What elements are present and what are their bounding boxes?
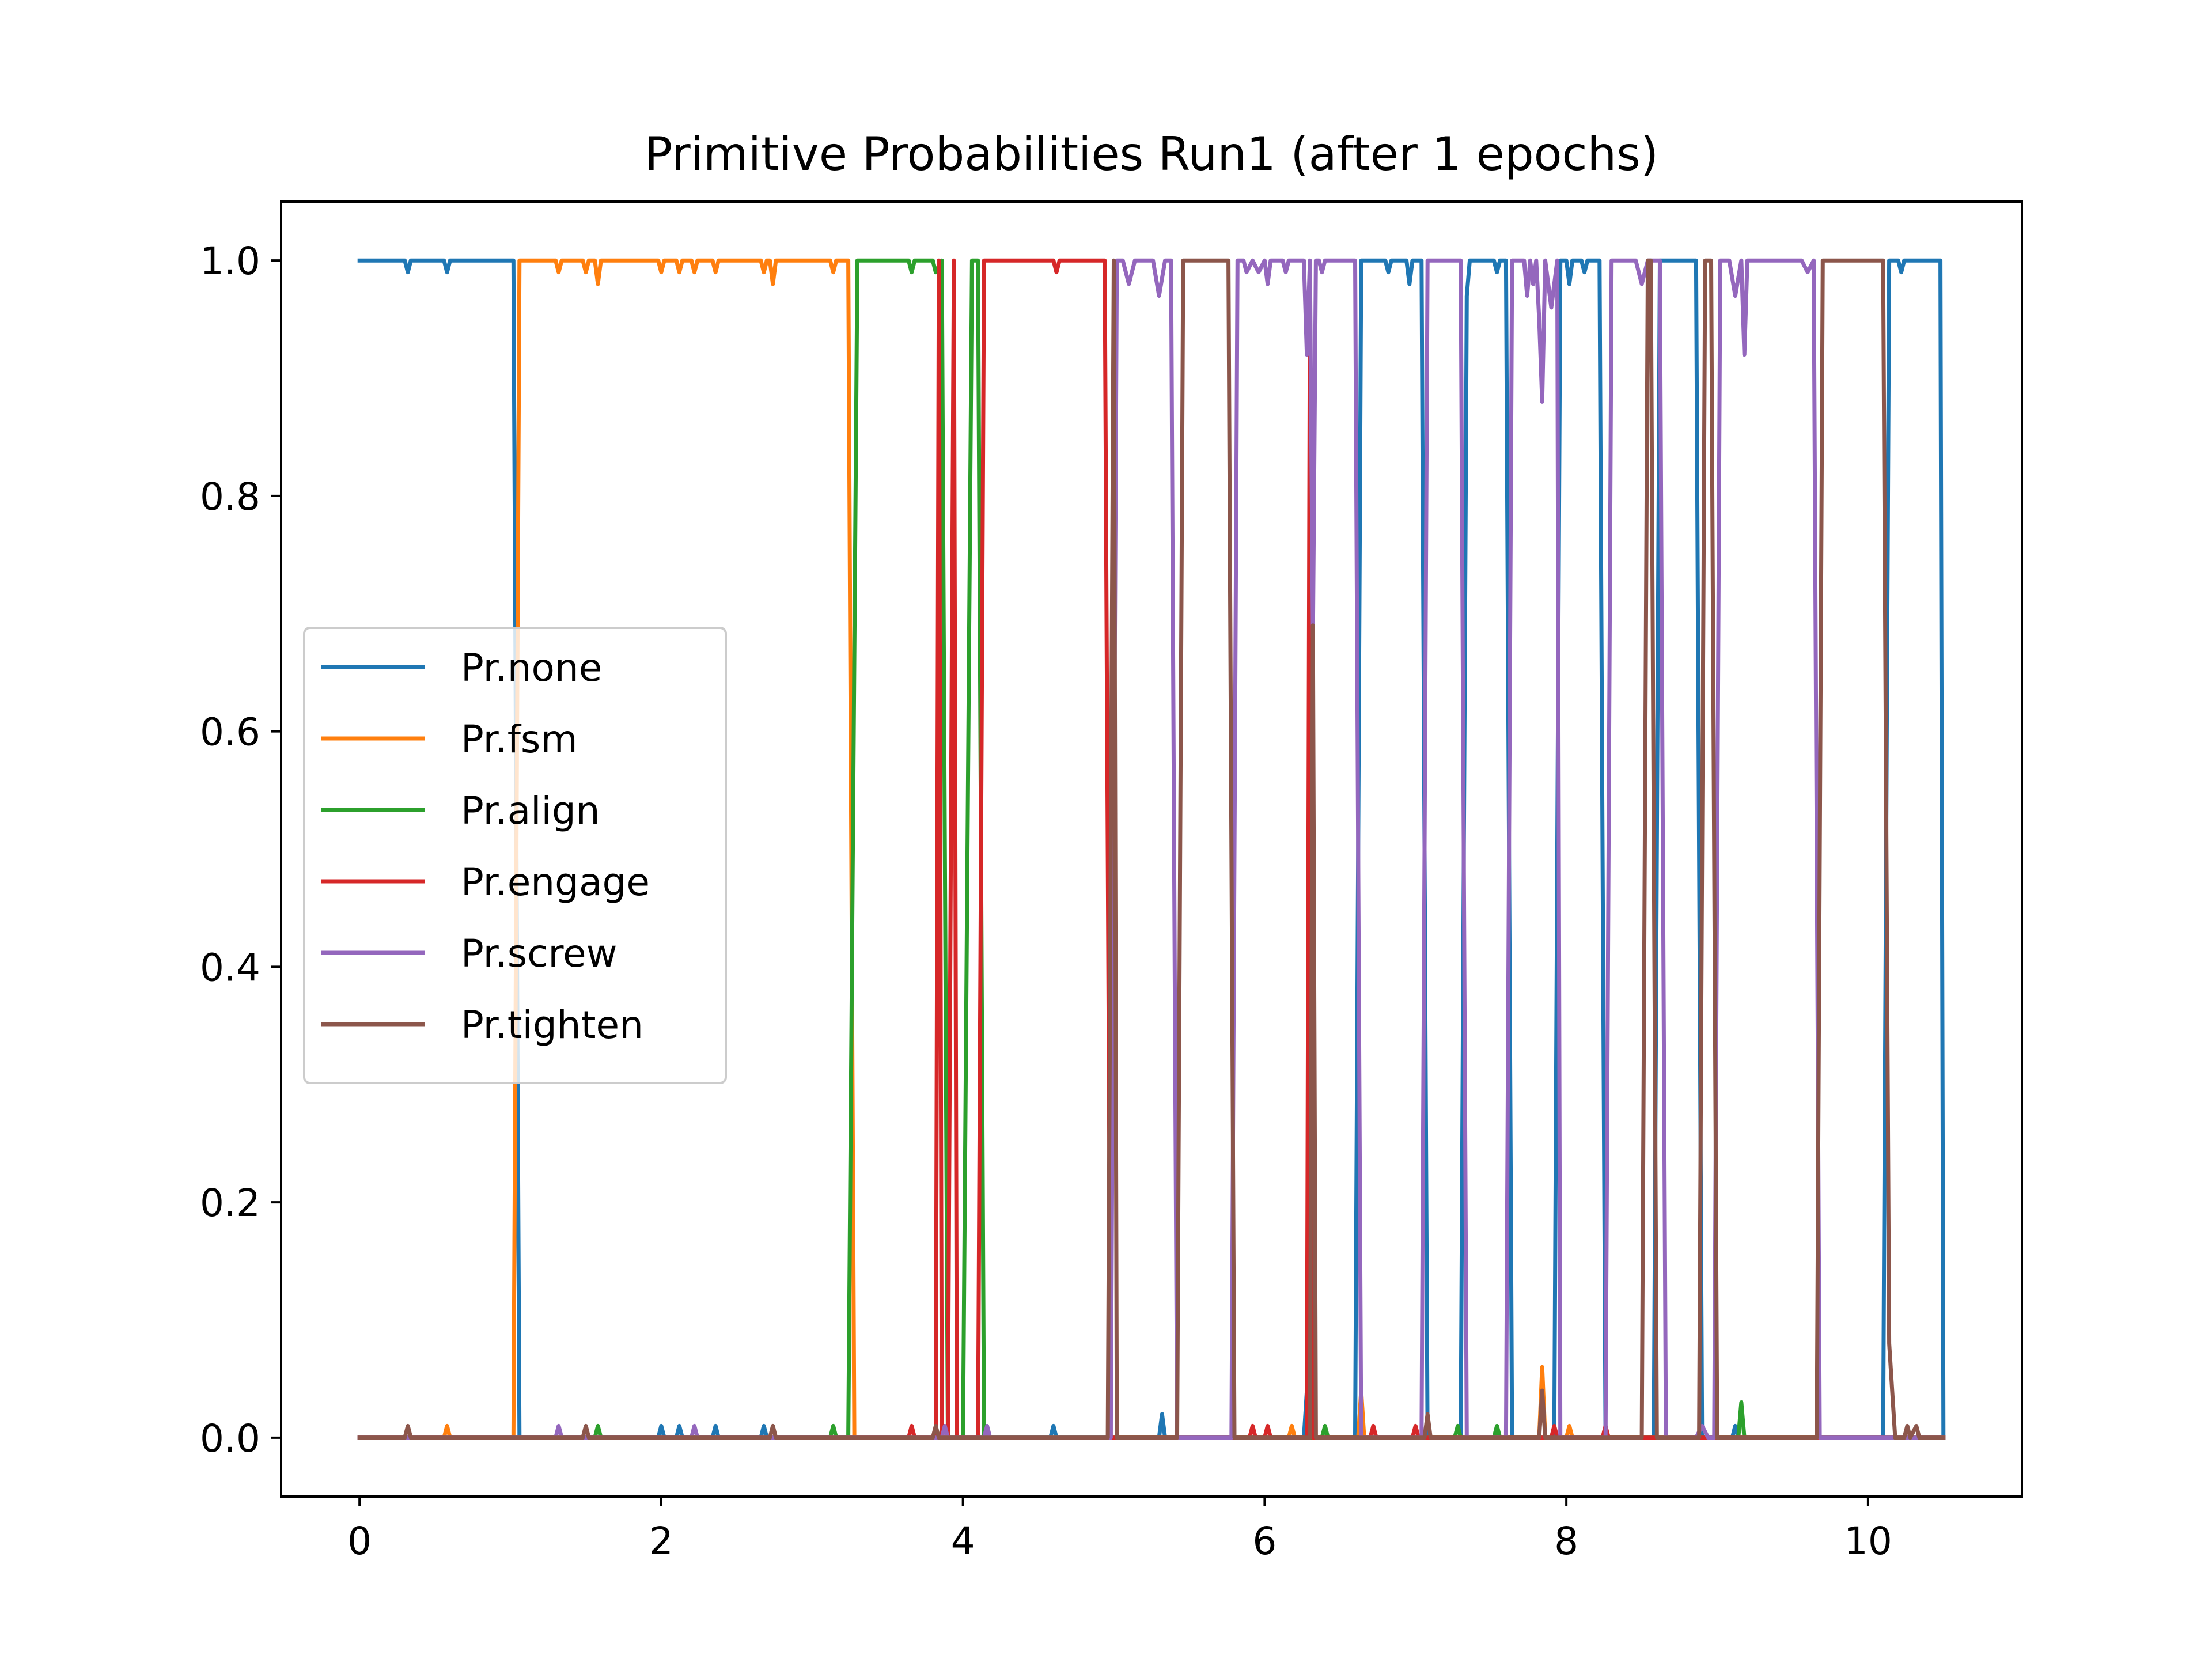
x-tick-label: 8: [1554, 1519, 1578, 1563]
legend-box: [303, 627, 727, 1084]
plot-frame: [280, 200, 2023, 1498]
x-tick-label: 2: [649, 1519, 673, 1563]
legend-label: Pr.screw: [461, 931, 618, 976]
chart-title: Primitive Probabilities Run1 (after 1 ep…: [645, 127, 1658, 181]
y-tick-label: 1.0: [200, 239, 260, 283]
y-tick-label: 0.6: [200, 710, 260, 755]
x-tick-label: 0: [347, 1519, 372, 1563]
legend: Pr.none Pr.fsm Pr.align Pr.engage Pr.screw Pr…: [303, 627, 727, 1084]
series-layer: [357, 258, 1946, 1440]
legend-label: Pr.engage: [461, 860, 650, 904]
y-tick-label: 0.2: [200, 1181, 260, 1225]
legend-label: Pr.none: [461, 646, 602, 690]
y-axis: 0.0 0.2 0.4 0.6 0.8 1.0: [200, 239, 281, 1461]
legend-label: Pr.tighten: [461, 1003, 643, 1047]
legend-label: Pr.fsm: [461, 717, 578, 762]
legend-label: Pr.align: [461, 789, 600, 833]
x-axis: 0 2 4 6 8 10: [347, 1497, 1892, 1563]
x-tick-label: 10: [1844, 1519, 1892, 1563]
y-tick-label: 0.8: [200, 475, 260, 519]
series-line-pr-tighten: [357, 258, 1946, 1440]
y-tick-label: 0.4: [200, 945, 260, 990]
x-tick-label: 6: [1252, 1519, 1277, 1563]
x-tick-label: 4: [951, 1519, 975, 1563]
y-tick-label: 0.0: [200, 1416, 260, 1461]
